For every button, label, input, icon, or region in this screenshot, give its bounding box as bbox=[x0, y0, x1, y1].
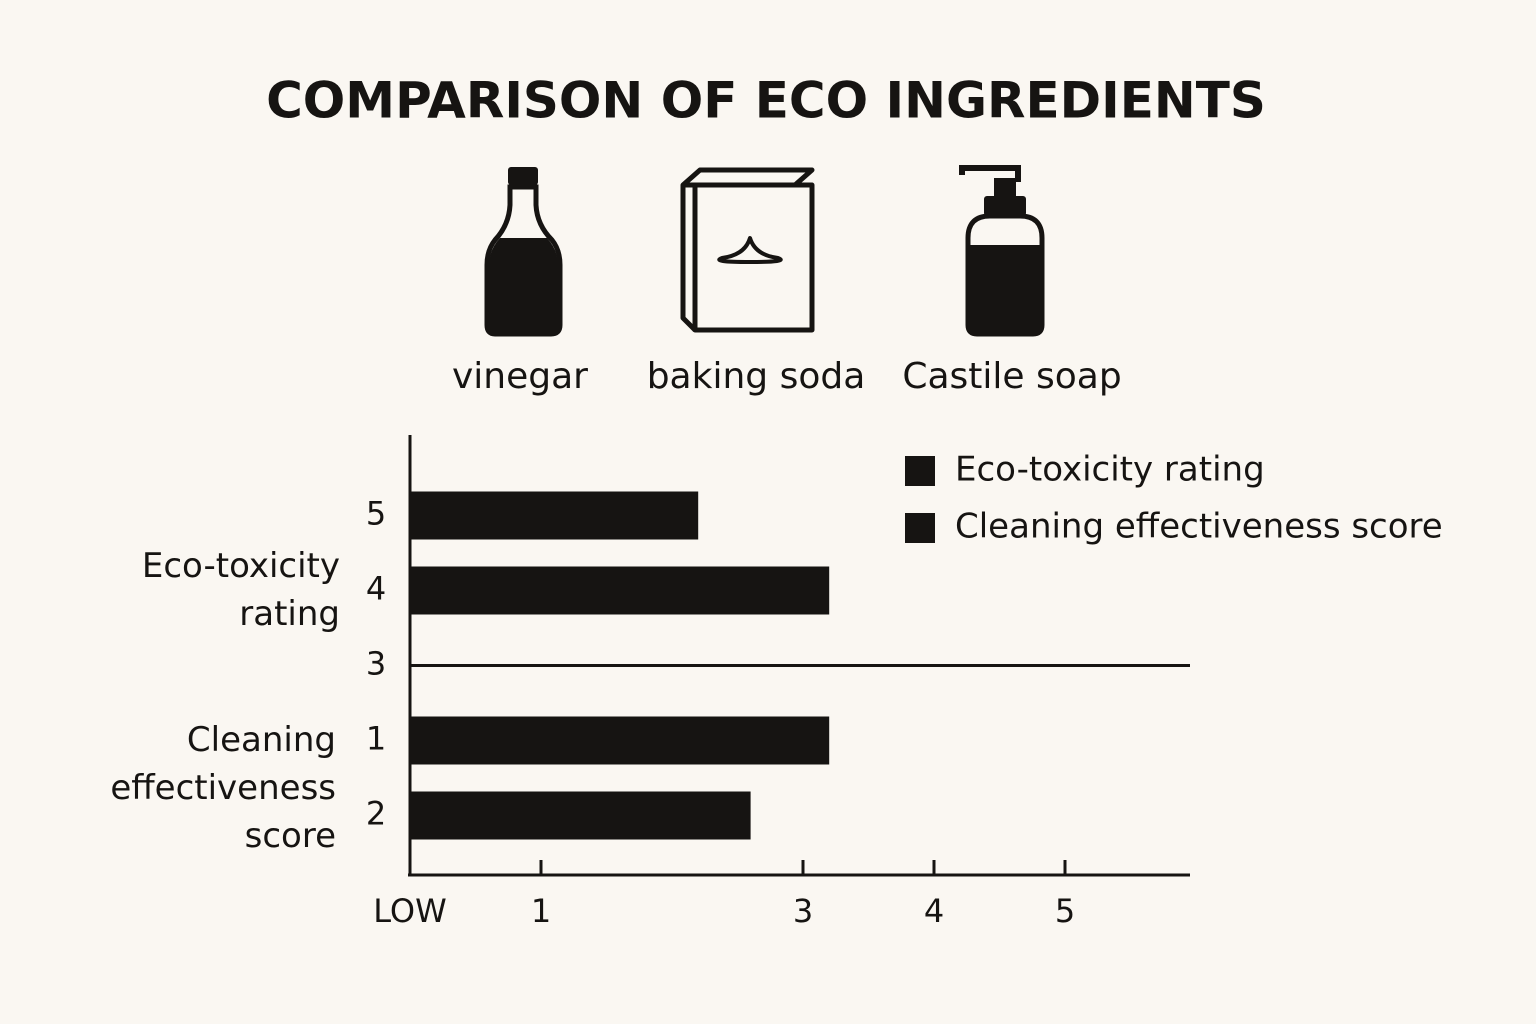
y-tick-label: 4 bbox=[366, 570, 386, 608]
x-tick-label: 5 bbox=[1055, 892, 1075, 930]
x-tick-label: 3 bbox=[793, 892, 813, 930]
ingredient-label: Castile soap bbox=[902, 356, 1121, 397]
legend-label: Eco-toxicity rating bbox=[955, 450, 1265, 490]
baking-soda-icon bbox=[680, 167, 815, 333]
x-tick-label: 4 bbox=[924, 892, 944, 930]
x-tick-label: 1 bbox=[531, 892, 551, 930]
vinegar-icon bbox=[484, 167, 563, 337]
x-tick-label: LOW bbox=[373, 892, 447, 930]
legend-label: Cleaning effectiveness score bbox=[955, 507, 1443, 547]
ingredient-label: baking soda bbox=[647, 356, 866, 397]
castile-soap-icon bbox=[959, 165, 1045, 337]
group-label: Cleaning effectiveness score bbox=[110, 720, 336, 856]
y-tick-label: 2 bbox=[366, 795, 386, 833]
bar bbox=[410, 716, 830, 765]
title: COMPARISON OF ECO INGREDIENTS bbox=[266, 72, 1266, 130]
bar bbox=[410, 566, 830, 615]
bar bbox=[410, 491, 699, 540]
ingredient-label: vinegar bbox=[452, 356, 588, 397]
y-tick-label: 5 bbox=[366, 495, 386, 533]
group-label: Eco-toxicity rating bbox=[141, 546, 340, 634]
legend-swatch bbox=[905, 513, 935, 543]
y-tick-label: 3 bbox=[366, 645, 386, 683]
bar bbox=[410, 791, 751, 840]
legend-swatch bbox=[905, 456, 935, 486]
y-tick-label: 1 bbox=[366, 720, 386, 758]
